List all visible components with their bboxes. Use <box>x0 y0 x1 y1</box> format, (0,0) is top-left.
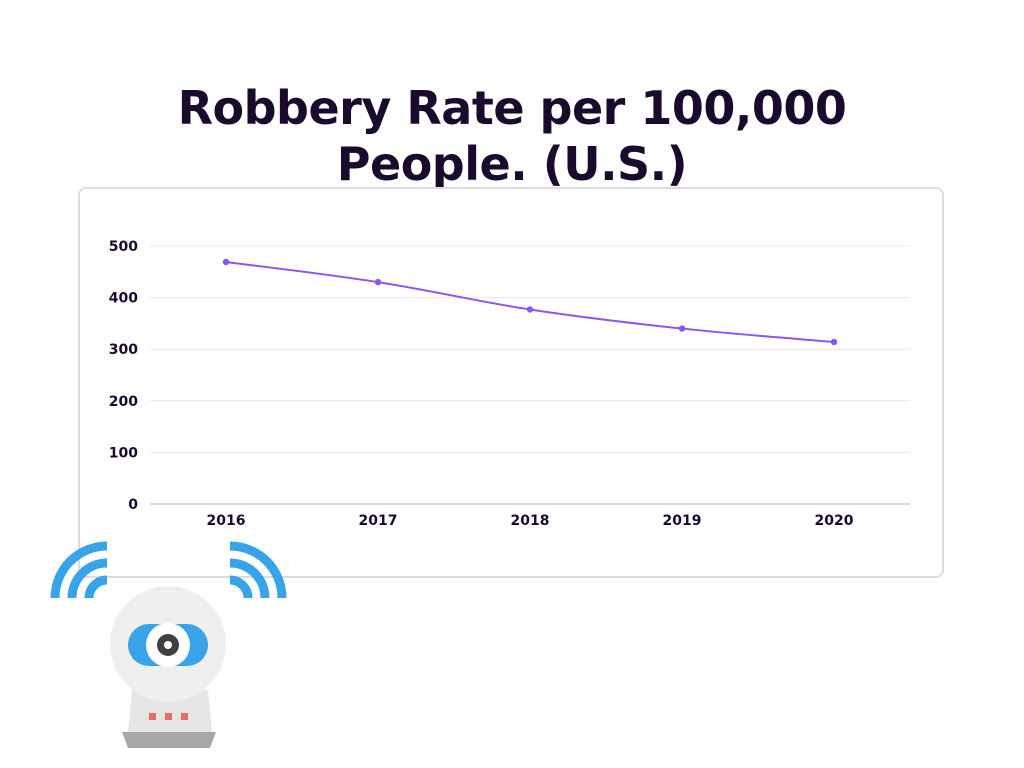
x-tick-label: 2020 <box>815 513 854 529</box>
data-point <box>526 306 534 313</box>
x-tick-label: 2017 <box>359 513 398 529</box>
y-tick-label: 300 <box>109 342 138 358</box>
x-tick-label: 2016 <box>207 513 246 529</box>
x-axis-ticks: 2016 2017 2018 2019 2020 <box>207 513 854 529</box>
data-point <box>830 338 838 346</box>
wifi-right-icon <box>229 541 287 599</box>
wifi-left-icon <box>50 541 108 599</box>
camera-lens-dot <box>164 641 172 649</box>
x-tick-label: 2018 <box>511 513 550 529</box>
security-camera-icon <box>50 541 287 748</box>
y-tick-label: 100 <box>109 445 138 461</box>
camera-stand <box>122 732 216 748</box>
chart-title: Robbery Rate per 100,000 People. (U.S.) <box>177 81 847 191</box>
y-tick-label: 400 <box>109 291 138 307</box>
data-points <box>222 258 838 346</box>
chart-card: 0 100 200 300 400 500 2016 2017 2018 2019 2020 <box>78 187 944 578</box>
data-point <box>374 278 382 286</box>
y-tick-label: 200 <box>109 394 138 410</box>
series-line-group <box>225 261 835 343</box>
data-point <box>678 325 686 332</box>
camera-leds <box>149 713 188 720</box>
y-tick-label: 0 <box>128 497 138 513</box>
camera-base <box>128 690 212 732</box>
line-chart: 0 100 200 300 400 500 2016 2017 2018 2019 2020 <box>109 239 910 529</box>
grid-lines <box>150 245 910 505</box>
y-tick-label: 500 <box>109 239 138 255</box>
series-line <box>225 261 835 343</box>
y-axis-ticks: 0 100 200 300 400 500 <box>109 239 138 513</box>
x-tick-label: 2019 <box>663 513 702 529</box>
data-point <box>222 258 230 266</box>
